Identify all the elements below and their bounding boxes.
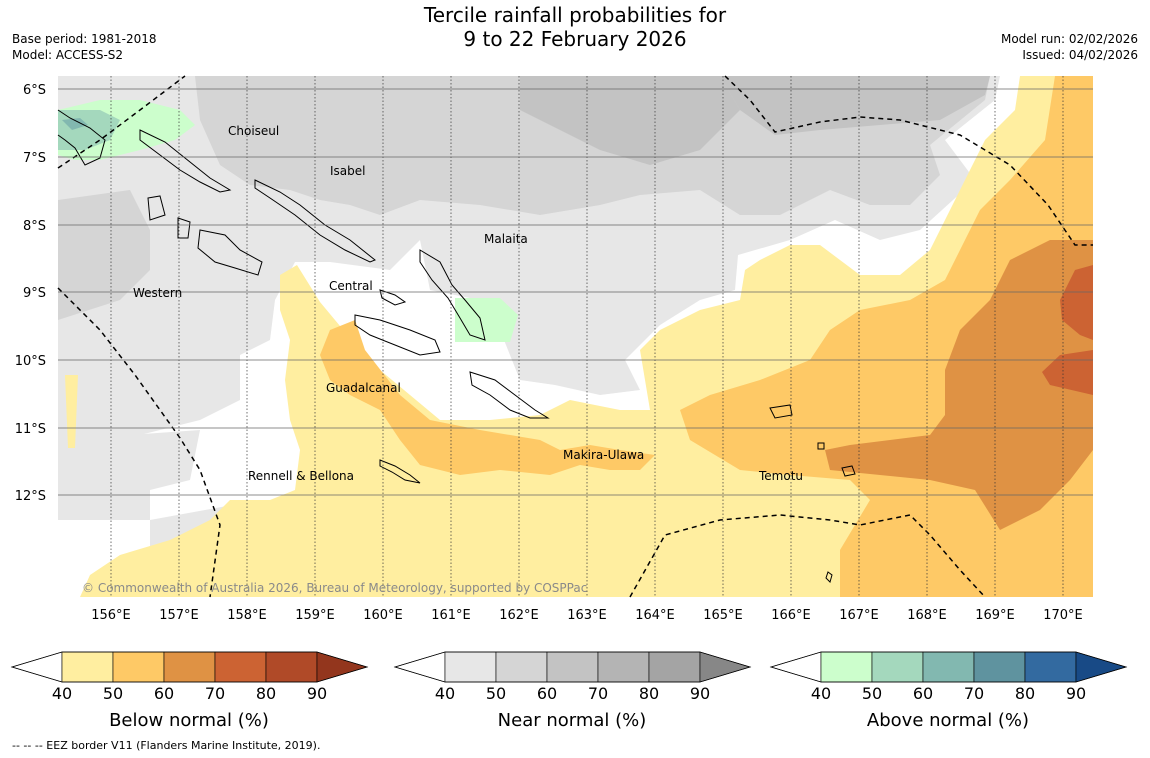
lon-label: 159°E xyxy=(295,608,335,623)
legend-swatch xyxy=(393,651,446,683)
eez-footnote: -- -- -- EEZ border V11 (Flanders Marine… xyxy=(12,739,321,752)
legend-tick: 70 xyxy=(964,684,984,703)
legend-tick: 70 xyxy=(588,684,608,703)
province-label-choiseul: Choiseul xyxy=(228,124,279,138)
lon-label: 161°E xyxy=(431,608,471,623)
legend-swatch xyxy=(922,651,975,683)
legend-swatch xyxy=(265,651,318,683)
model-run-date: Model run: 02/02/2026 xyxy=(1000,32,1138,46)
model-info: Base period: 1981-2018 Model: ACCESS-S2 xyxy=(12,31,157,63)
legend-tick: 50 xyxy=(103,684,123,703)
latitude-gridlines xyxy=(58,88,1093,496)
lon-label: 162°E xyxy=(499,608,539,623)
province-label-temotu: Temotu xyxy=(758,469,803,483)
legend-tick: 70 xyxy=(205,684,225,703)
lon-label: 166°E xyxy=(771,608,811,623)
legend-tick: 80 xyxy=(256,684,276,703)
issued-date: Issued: 04/02/2026 xyxy=(1022,48,1138,62)
legend-swatch xyxy=(699,651,752,683)
legend-tick: 80 xyxy=(639,684,659,703)
copyright-notice: © Commonwealth of Australia 2026, Bureau… xyxy=(82,581,587,595)
legend-below-normal: 40 50 60 70 80 90 Below normal (%) xyxy=(10,651,369,731)
legend-tick: 50 xyxy=(486,684,506,703)
lon-label: 164°E xyxy=(635,608,675,623)
lon-label: 168°E xyxy=(907,608,947,623)
legend-tick: 40 xyxy=(435,684,455,703)
base-period: Base period: 1981-2018 xyxy=(12,32,157,46)
islands xyxy=(57,109,856,583)
legend-swatch xyxy=(1024,651,1077,683)
legend-tick: 80 xyxy=(1015,684,1035,703)
legend-swatch xyxy=(973,651,1026,683)
legend-swatch xyxy=(871,651,924,683)
legend-swatch xyxy=(495,651,548,683)
lat-label: 8°S xyxy=(23,219,46,234)
latitude-labels: 6°S 7°S 8°S 9°S 10°S 11°S 12°S xyxy=(15,83,46,504)
legend-title: Above normal (%) xyxy=(867,710,1029,731)
legend-swatch xyxy=(444,651,497,683)
province-labels: Choiseul Isabel Malaita Western Central … xyxy=(133,124,803,483)
title-line-2: 9 to 22 February 2026 xyxy=(463,27,687,51)
eez-border xyxy=(57,75,1093,598)
legend-swatch xyxy=(316,651,369,683)
lon-label: 157°E xyxy=(159,608,199,623)
province-label-makira-ulawa: Makira-Ulawa xyxy=(563,448,644,462)
legend-tick: 90 xyxy=(1066,684,1086,703)
legend-tick: 40 xyxy=(52,684,72,703)
province-label-isabel: Isabel xyxy=(330,164,365,178)
legend-swatch xyxy=(648,651,701,683)
legend-swatch xyxy=(61,651,114,683)
province-label-central: Central xyxy=(329,279,373,293)
legend-swatch xyxy=(769,651,822,683)
longitude-labels: 156°E 157°E 158°E 159°E 160°E 161°E 162°… xyxy=(91,608,1083,623)
longitude-gridlines xyxy=(110,76,1064,597)
lat-label: 12°S xyxy=(15,489,46,504)
legend-near-normal: 40 50 60 70 80 90 Near normal (%) xyxy=(393,651,752,731)
legend-tick: 90 xyxy=(307,684,327,703)
legend-title: Below normal (%) xyxy=(109,710,269,731)
legend-tick: 90 xyxy=(690,684,710,703)
legend-swatch xyxy=(112,651,165,683)
lon-label: 158°E xyxy=(227,608,267,623)
legend-swatch xyxy=(597,651,650,683)
lon-label: 163°E xyxy=(567,608,607,623)
lat-label: 6°S xyxy=(23,83,46,98)
legend-tick: 60 xyxy=(154,684,174,703)
province-label-guadalcanal: Guadalcanal xyxy=(326,381,401,395)
lon-label: 160°E xyxy=(363,608,403,623)
lat-label: 11°S xyxy=(15,422,46,437)
lon-label: 165°E xyxy=(703,608,743,623)
lon-label: 169°E xyxy=(975,608,1015,623)
province-label-malaita: Malaita xyxy=(484,232,528,246)
probability-field xyxy=(58,76,1093,597)
lat-label: 10°S xyxy=(15,354,46,369)
legend-tick: 50 xyxy=(862,684,882,703)
legend-swatch xyxy=(10,651,63,683)
province-label-western: Western xyxy=(133,286,182,300)
run-info: Model run: 02/02/2026 Issued: 04/02/2026 xyxy=(1001,31,1138,63)
map-title: Tercile rainfall probabilities for 9 to … xyxy=(0,3,1150,51)
legend-title: Near normal (%) xyxy=(498,710,647,731)
title-line-1: Tercile rainfall probabilities for xyxy=(423,3,727,27)
lat-label: 9°S xyxy=(23,286,46,301)
legend-swatch xyxy=(546,651,599,683)
legend-swatch xyxy=(163,651,216,683)
legend-swatch xyxy=(214,651,267,683)
province-label-rennell-bellona: Rennell & Bellona xyxy=(248,469,354,483)
lat-label: 7°S xyxy=(23,151,46,166)
legend-above-normal: 40 50 60 70 80 90 Above normal (%) xyxy=(769,651,1128,731)
lon-label: 156°E xyxy=(91,608,131,623)
legend-tick: 40 xyxy=(811,684,831,703)
lon-label: 167°E xyxy=(839,608,879,623)
legend-swatch xyxy=(1075,651,1128,683)
lon-label: 170°E xyxy=(1043,608,1083,623)
legend-swatch xyxy=(820,651,873,683)
legend-tick: 60 xyxy=(537,684,557,703)
legend-tick: 60 xyxy=(913,684,933,703)
model-name: Model: ACCESS-S2 xyxy=(12,48,124,62)
